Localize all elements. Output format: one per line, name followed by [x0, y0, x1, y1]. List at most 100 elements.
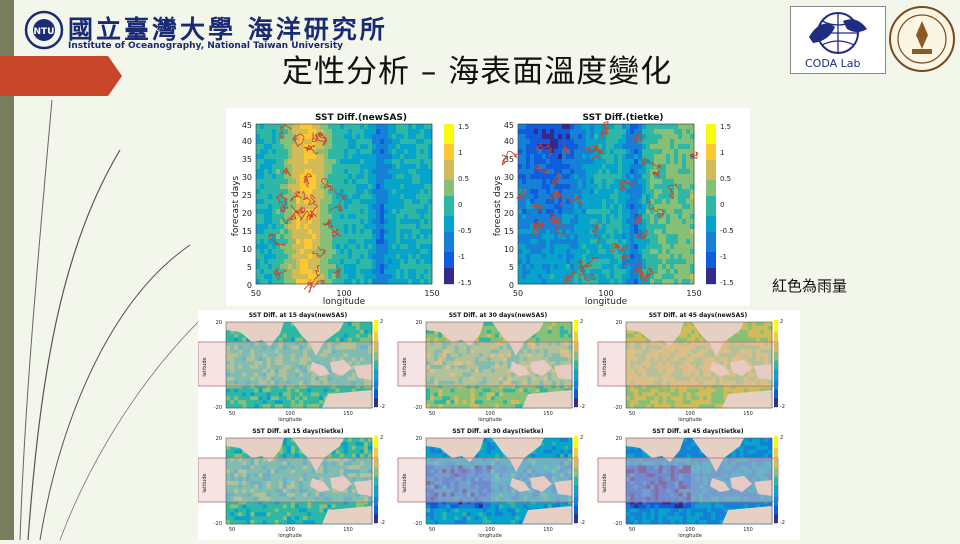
heat-cell [530, 174, 535, 180]
heat-cell [404, 259, 409, 265]
heat-cell [388, 144, 393, 150]
heat-cell [384, 169, 389, 175]
map-cell [230, 333, 235, 338]
heat-cell [526, 219, 531, 225]
heat-cell [376, 169, 381, 175]
heat-cell [280, 159, 285, 165]
map-cell [351, 380, 357, 385]
heat-cell [554, 209, 559, 215]
heat-cell [578, 229, 583, 235]
map-cell [266, 361, 271, 366]
heat-cell [534, 209, 539, 215]
heat-cell [360, 124, 365, 130]
map-cell [519, 349, 524, 354]
map-cell [450, 368, 455, 374]
colorbar-segment [574, 363, 578, 367]
heat-cell [312, 269, 317, 275]
map-cell [454, 353, 459, 358]
map-cell [551, 388, 557, 393]
heat-cell [642, 139, 647, 145]
map-cell [426, 376, 431, 381]
map-cell [470, 349, 475, 354]
colorbar-segment [706, 200, 716, 205]
map-cell [250, 400, 255, 405]
heat-cell [666, 239, 671, 245]
heat-cell [304, 269, 309, 275]
heat-cell [292, 259, 297, 265]
map-cell [450, 388, 455, 393]
map-cell [662, 372, 667, 378]
heat-cell [682, 269, 687, 275]
map-cell [626, 384, 631, 389]
heat-cell [566, 209, 571, 215]
heat-cell [594, 184, 599, 190]
map-cell [555, 329, 561, 335]
heat-cell [312, 264, 317, 270]
heat-cell [388, 184, 393, 190]
heat-cell [288, 194, 293, 200]
map-cell [531, 380, 536, 385]
heat-cell [368, 179, 373, 185]
heat-cell [602, 234, 607, 240]
heat-cell [566, 154, 571, 160]
heat-cell [574, 229, 579, 235]
heat-cell [546, 164, 551, 170]
heat-cell [570, 269, 575, 275]
heat-cell [320, 174, 325, 180]
map-cell [507, 341, 512, 346]
colorbar-segment [706, 252, 716, 257]
heat-cell [654, 249, 659, 255]
heat-cell [690, 209, 695, 215]
map-cell [446, 388, 451, 393]
heat-cell [610, 174, 615, 180]
heat-cell [272, 149, 277, 155]
map-cell [519, 345, 524, 350]
heat-cell [344, 184, 349, 190]
heat-cell [420, 154, 425, 160]
heat-cell [256, 239, 261, 245]
map-cell [511, 376, 516, 381]
heat-cell [268, 274, 273, 280]
heat-cell [312, 219, 317, 225]
heat-cell [666, 219, 671, 225]
map-cell [250, 384, 255, 389]
heat-cell [658, 234, 663, 240]
rain-contour [548, 190, 565, 207]
map-cell [230, 400, 235, 405]
map-cell [670, 392, 675, 397]
heat-cell [344, 149, 349, 155]
map-cell [246, 349, 251, 354]
heat-cell [288, 254, 293, 260]
heat-cell [316, 169, 321, 175]
heat-cell [562, 169, 567, 175]
heat-cell [276, 234, 281, 240]
heat-cell [614, 249, 619, 255]
heat-cell [598, 249, 603, 255]
heat-cell [260, 279, 265, 285]
map-cell [294, 388, 300, 393]
heat-cell [396, 249, 401, 255]
heat-cell [340, 249, 345, 255]
heat-cell [614, 229, 619, 235]
map-cell [254, 341, 259, 346]
heat-cell [658, 174, 663, 180]
heat-cell [666, 264, 671, 270]
heat-cell [324, 239, 329, 245]
heat-cell [618, 139, 623, 145]
heat-cell [646, 179, 651, 185]
map-cell [303, 368, 308, 374]
heat-cell [582, 249, 587, 255]
map-cell [563, 357, 569, 362]
heat-cell [280, 279, 285, 285]
heat-cell [614, 239, 619, 245]
heat-cell [408, 189, 413, 195]
heat-cell [284, 169, 289, 175]
heat-cell [618, 199, 623, 205]
heat-cell [674, 134, 679, 140]
heat-cell [400, 229, 405, 235]
map-cell [299, 404, 304, 409]
heat-cell [392, 174, 397, 180]
map-cell [654, 357, 659, 362]
heat-cell [312, 234, 317, 240]
colorbar-segment [574, 357, 578, 361]
